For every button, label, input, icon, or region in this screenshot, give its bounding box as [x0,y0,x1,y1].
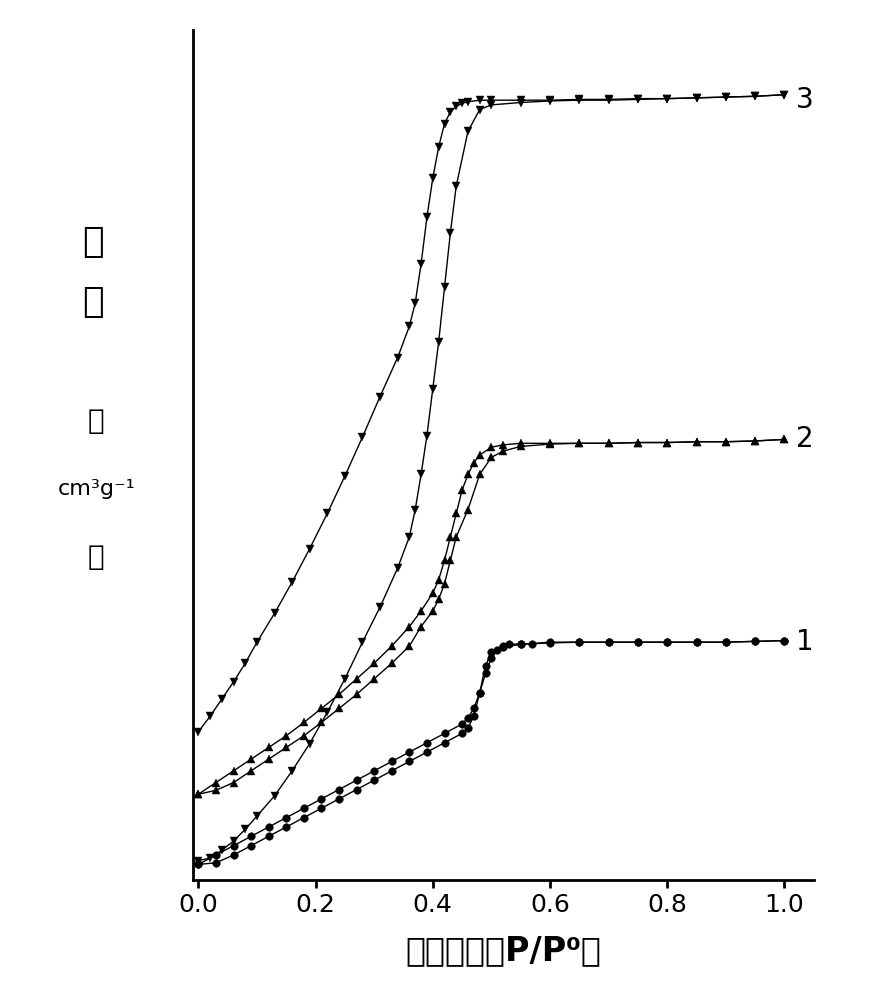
Text: 2: 2 [796,425,814,453]
Text: （: （ [88,407,104,435]
Text: 孔: 孔 [82,226,104,259]
Text: 容: 容 [82,285,104,319]
Text: 3: 3 [796,86,814,114]
Text: ）: ） [88,543,104,571]
X-axis label: 相对压力（P/P⁰）: 相对压力（P/P⁰） [405,934,601,967]
Text: cm³g⁻¹: cm³g⁻¹ [58,479,135,499]
Text: 1: 1 [796,628,814,656]
